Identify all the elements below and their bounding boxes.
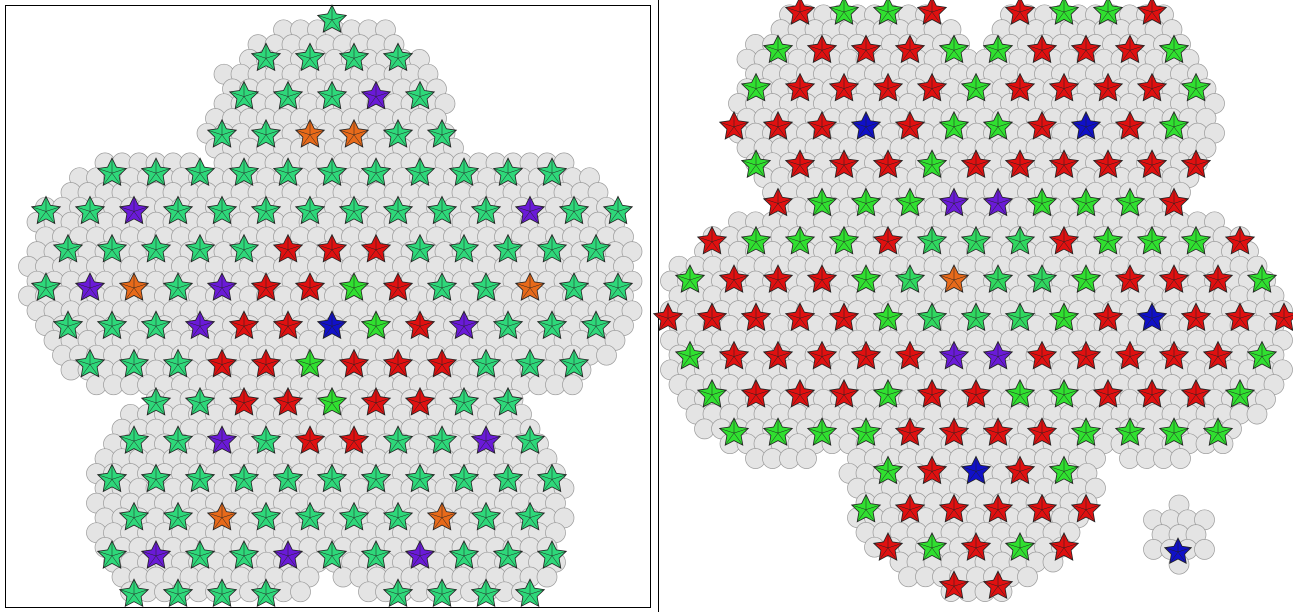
- tiling-scene: [0, 0, 1293, 612]
- rhombus-cluster: [291, 582, 311, 602]
- rhombus-cluster: [1247, 404, 1267, 424]
- rhombus-cluster: [537, 567, 557, 587]
- rhombus-cluster: [1018, 567, 1038, 587]
- page: (() => { const NS = 'http://www.w3.org/2…: [0, 0, 1293, 612]
- rhombus-cluster: [797, 449, 817, 469]
- rhombus-cluster: [563, 375, 583, 395]
- rhombus-cluster: [597, 345, 617, 365]
- rhombus-cluster: [1195, 539, 1215, 559]
- rhombus-cluster: [1171, 449, 1191, 469]
